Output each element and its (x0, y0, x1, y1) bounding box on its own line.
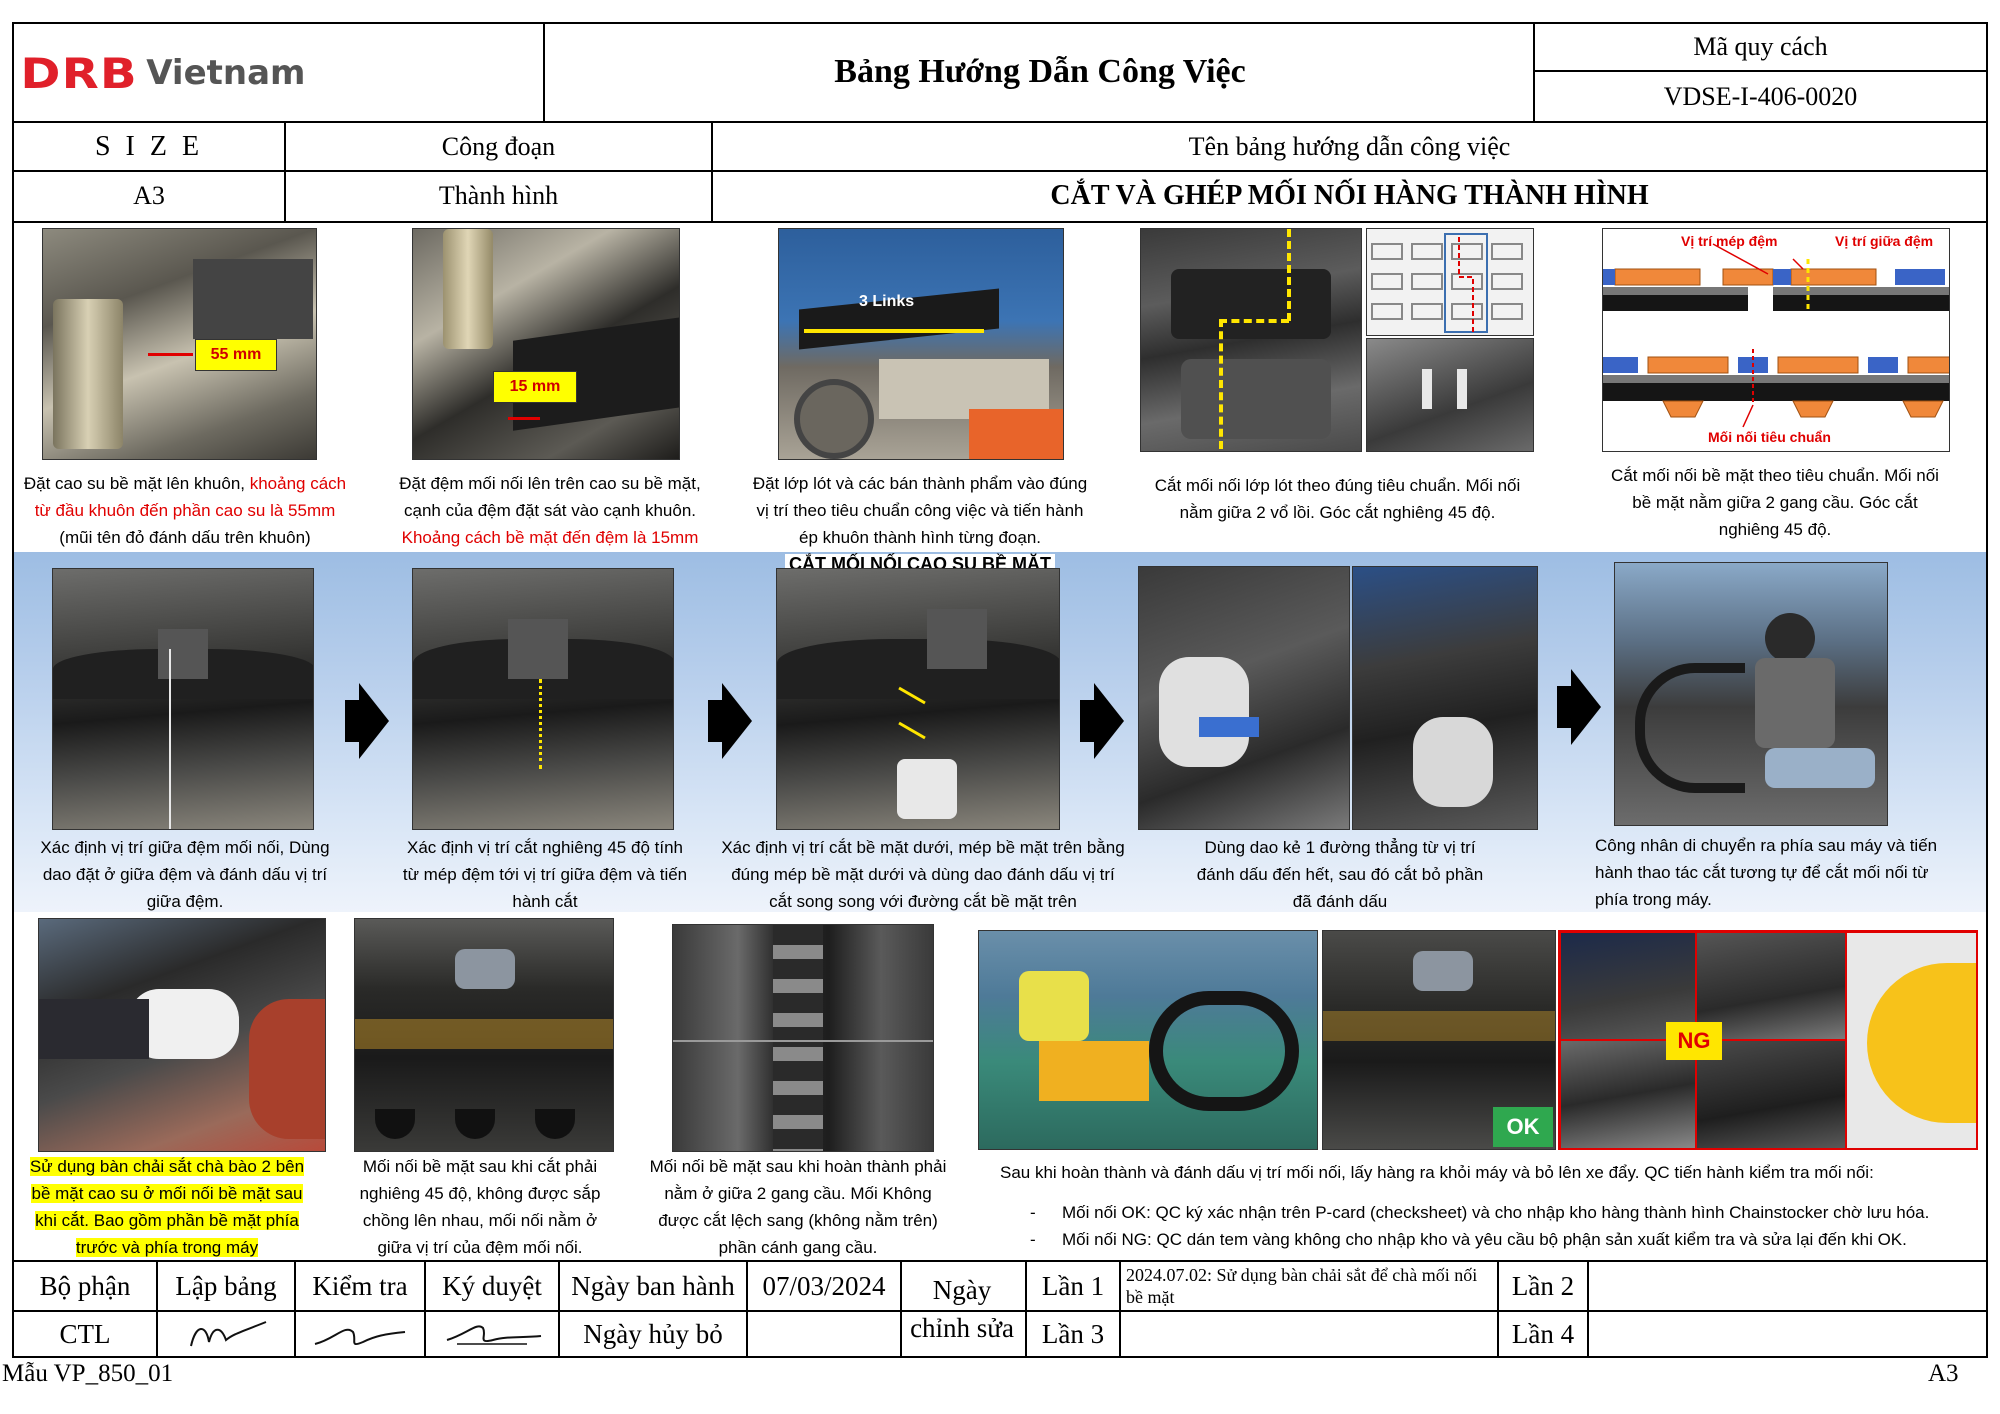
photo-knife-line-left (1138, 566, 1350, 830)
document-frame (12, 22, 1988, 1358)
process-value: Thành hình (438, 181, 559, 210)
rev2-label: Lần 2 (1511, 1270, 1575, 1301)
caption-row2-step3: Xác định vị trí cắt bề mặt dưới, mép bề … (721, 838, 1125, 911)
photo-worker-behind-machine (1614, 562, 1888, 826)
caption-row1-step1: Đặt cao su bề mặt lên khuôn, khoảng cách… (23, 474, 347, 547)
revise-label: Ngày chỉnh sửa (910, 1275, 1014, 1343)
caption-row1-step5: Cắt mối nối bề mặt theo tiêu chuẩn. Mối … (1611, 466, 1939, 539)
arrow-icon (722, 683, 752, 759)
checked-label: Kiểm tra (312, 1270, 408, 1301)
guide-name-value: CẮT VÀ GHÉP MỐI NỐI HÀNG THÀNH HÌNH (1050, 180, 1649, 211)
cancel-label: Ngày hủy bỏ (583, 1318, 723, 1349)
photo-ok-joint: OK (1322, 930, 1556, 1150)
rev3-label: Lần 3 (1041, 1318, 1105, 1349)
photo-finished-joint (672, 924, 934, 1152)
logo-country: Vietnam (146, 53, 306, 93)
photo-liner-detail (1366, 338, 1534, 452)
photo-angled-cut (412, 568, 674, 830)
diagram-surface-joint: Vị trí mép đệm Vị trí giữa đệm Mối nối t… (1602, 228, 1950, 452)
arrow-icon (1571, 669, 1601, 745)
issue-date: 07/03/2024 (762, 1270, 886, 1301)
photo-joint-pad: 15 mm (412, 228, 680, 460)
photo-liner-press: 3 Links (778, 228, 1064, 460)
caption-row3-step1: Sử dụng bàn chải sắt chà bào 2 bên bề mặ… (29, 1157, 305, 1257)
arrow-icon (359, 683, 389, 759)
spec-code: VDSE-I-406-0020 (1663, 82, 1858, 111)
photo-ng-joints: NG (1558, 930, 1978, 1150)
rev4-label: Lần 4 (1511, 1318, 1575, 1349)
size-label: S I Z E (94, 131, 204, 162)
dimension-label-15mm: 15 mm (493, 371, 577, 403)
label-3-links: 3 Links (859, 293, 915, 310)
caption-row3-step3: Mối nối bề mặt sau khi hoàn thành phải n… (649, 1157, 947, 1257)
caption-row2-step1: Xác định vị trí giữa đệm mối nối, Dùng d… (40, 838, 330, 911)
caption-row1-step4: Cắt mối nối lớp lót theo đúng tiêu chuẩn… (1154, 476, 1521, 522)
caption-row3-step2: Mối nối bề mặt sau khi cắt phải nghiêng … (359, 1157, 601, 1257)
label-edge-position: Vị trí mép đệm (1681, 233, 1778, 249)
checked-signature (296, 1312, 424, 1356)
photo-wire-brush (38, 918, 326, 1152)
process-label: Công đoạn (441, 132, 556, 161)
ok-badge: OK (1493, 1107, 1553, 1147)
photo-mark-pad-middle (52, 568, 314, 830)
rev1-text: 2024.07.02: Sử dụng bàn chải sắt để chà … (1126, 1265, 1478, 1307)
photo-lower-surface-cut (776, 568, 1060, 830)
photo-mold-surface: 55 mm (42, 228, 317, 460)
prepared-signature (158, 1312, 294, 1356)
rev1-label: Lần 1 (1041, 1270, 1105, 1301)
qc-ng-item: - Mối nối NG: QC dán tem vàng không cho n… (1030, 1230, 1907, 1249)
photo-cut-joint-result (354, 918, 614, 1152)
form-code: Mẫu VP_850_01 (2, 1360, 174, 1387)
caption-row2-step4: Dùng dao kẻ 1 đường thẳng từ vị trí đánh… (1196, 838, 1484, 911)
caption-row1-step2: Đặt đệm mối nối lên trên cao su bề mặt, … (399, 474, 701, 547)
label-middle-position: Vị trí giữa đệm (1835, 233, 1934, 249)
photo-liner-cut (1140, 228, 1362, 452)
guide-name-label: Tên bảng hướng dẫn công việc (1188, 132, 1511, 161)
diagram-liner-pattern (1366, 228, 1534, 336)
dept-label: Bộ phận (39, 1270, 131, 1301)
approved-signature (426, 1312, 558, 1356)
issue-label: Ngày ban hành (571, 1270, 735, 1301)
caption-row2-step2: Xác định vị trí cắt nghiêng 45 độ tính t… (402, 838, 688, 911)
logo-brand: DRB (20, 48, 138, 98)
qc-intro: Sau khi hoàn thành và đánh dấu vị trí mố… (1000, 1163, 1874, 1182)
dimension-label-55mm: 55 mm (195, 339, 277, 371)
approved-label: Ký duyệt (442, 1270, 542, 1301)
spec-label: Mã quy cách (1693, 32, 1828, 61)
ng-badge: NG (1666, 1022, 1722, 1060)
qc-ok-item: - Mối nối OK: QC ký xác nhận trên P-card … (1030, 1203, 1930, 1222)
prepared-label: Lập bảng (175, 1270, 277, 1301)
size-value: A3 (133, 181, 165, 210)
photo-qc-inspection (978, 930, 1318, 1150)
label-standard-joint: Mối nối tiêu chuẩn (1708, 429, 1831, 445)
caption-row1-step3: Đặt lớp lót và các bán thành phẩm vào đú… (752, 474, 1088, 547)
arrow-icon (1094, 683, 1124, 759)
page-title: Bảng Hướng Dẫn Công Việc (834, 53, 1246, 90)
dept-value: CTL (59, 1318, 111, 1349)
logo: DRB Vietnam (20, 48, 305, 98)
paper-size: A3 (1928, 1360, 1959, 1387)
caption-row2-step5: Công nhân di chuyển ra phía sau máy và t… (1595, 836, 1938, 909)
photo-knife-line-right (1352, 566, 1538, 830)
